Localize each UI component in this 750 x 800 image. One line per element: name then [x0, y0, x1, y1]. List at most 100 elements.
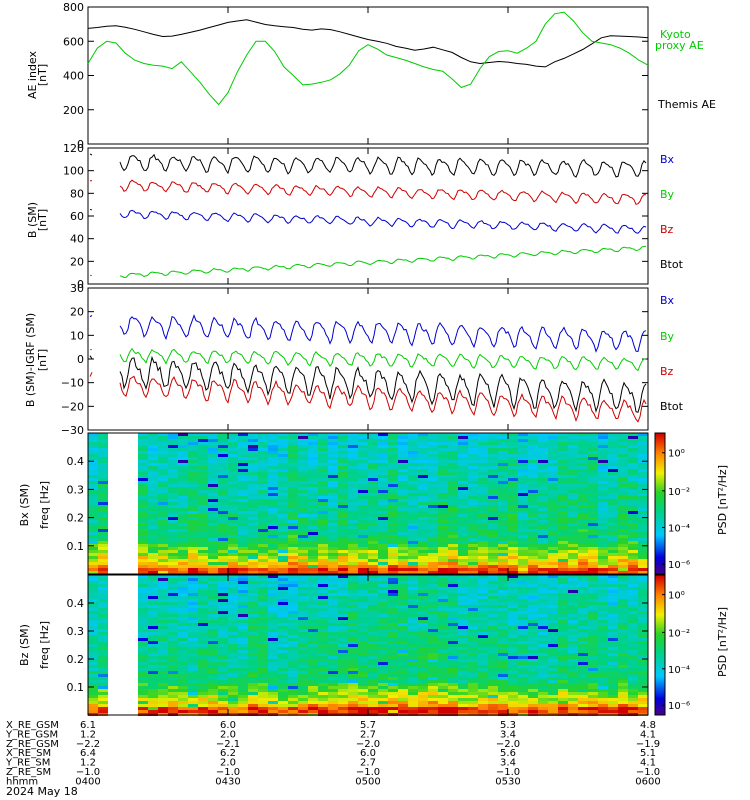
bz-spec-cell: [318, 707, 328, 710]
bx-colorbar-band: [655, 526, 665, 528]
bz-spec-cell: [258, 605, 268, 608]
bx-colorbar-band: [655, 557, 665, 559]
bx-spec-cell: [378, 526, 388, 529]
bx-spec-cell: [348, 472, 358, 475]
bz-spec-cell: [568, 668, 578, 671]
bz-spec-cell: [418, 677, 428, 680]
bz-spec-cell: [468, 584, 478, 587]
bx-spec-cell: [208, 493, 218, 496]
bz-spec-cell: [518, 584, 528, 587]
bz-spec-cell: [588, 611, 598, 614]
bx-spec-cell: [88, 505, 98, 508]
bx-spec-cell: [268, 514, 278, 517]
bx-spec-cell: [568, 457, 578, 460]
bx-spec-cell: [578, 469, 588, 472]
bx-spec-cell: [178, 442, 188, 445]
bz-spec-cell: [358, 584, 368, 587]
bz-spec-cell: [158, 620, 168, 623]
bz-spec-cell: [538, 602, 548, 605]
bx-spec-cell: [438, 508, 448, 511]
bx-spec-cell: [238, 538, 248, 541]
bx-spec-cell: [538, 478, 548, 481]
bz-spec-cell: [278, 602, 288, 605]
bz-spec-cell: [578, 707, 588, 710]
bz-spec-cell: [428, 581, 438, 584]
bx-spec-cell: [608, 562, 618, 565]
bx-colorbar-band: [655, 443, 665, 445]
bx-spec-cell: [578, 568, 588, 571]
bx-spec-cell: [618, 436, 628, 439]
bx-spec-cell: [468, 505, 478, 508]
bx-spec-cell: [578, 571, 588, 574]
bz-spec-cell: [298, 581, 308, 584]
bz-spec-cell: [558, 662, 568, 665]
bx-spec-cell: [508, 454, 518, 457]
bz-spec-cell: [338, 638, 348, 641]
bx-spec-cell: [478, 472, 488, 475]
bz-spec-cell: [318, 698, 328, 701]
bx-spec-cell: [238, 568, 248, 571]
bz-spec-cell: [148, 680, 158, 683]
bz-spec-cell: [338, 710, 348, 713]
bz-spec-cell: [198, 626, 208, 629]
bx-spec-cell: [498, 571, 508, 574]
bz-spec-cell: [148, 626, 158, 629]
bz-spec-cell: [558, 611, 568, 614]
bx-spec-cell: [98, 523, 108, 526]
bz-spec-cell: [268, 629, 278, 632]
bz-spec-cell: [258, 647, 268, 650]
bx-spec-cell: [248, 463, 258, 466]
bx-spec-cell: [328, 556, 338, 559]
bz-spec-cell: [158, 665, 168, 668]
bz-spec-cell: [288, 620, 298, 623]
bx-spec-cell: [268, 472, 278, 475]
bx-spec-cell: [408, 532, 418, 535]
bx-spec-cell: [508, 547, 518, 550]
bx-spec-cell: [588, 559, 598, 562]
bx-spec-cell: [288, 550, 298, 553]
bz-spec-cell: [558, 707, 568, 710]
bx-spec-cell: [158, 478, 168, 481]
bx-spec-cell: [608, 547, 618, 550]
bx-spec-cell: [398, 571, 408, 574]
bx-spec-cell: [298, 499, 308, 502]
bx-spec-cell: [578, 439, 588, 442]
bx-spec-cell: [538, 505, 548, 508]
bx-spec-cell: [638, 550, 648, 553]
bz-spec-cell: [558, 578, 568, 581]
bx-spec-cell: [518, 523, 528, 526]
bz-spec-cell: [168, 626, 178, 629]
bz-spec-cell: [168, 707, 178, 710]
bx-spec-cell: [588, 493, 598, 496]
bz-spec-cell: [258, 623, 268, 626]
bx-spec-cell: [98, 436, 108, 439]
bz-spec-cell: [468, 629, 478, 632]
bx-spec-cell: [638, 439, 648, 442]
bx-spec-cell: [288, 487, 298, 490]
bx-spec-cell: [308, 526, 318, 529]
bx-spec-cell: [418, 445, 428, 448]
bx-spec-cell: [178, 523, 188, 526]
bx-spec-cell: [258, 439, 268, 442]
bz-spec-cell: [158, 575, 168, 578]
bx-spec-cell: [578, 508, 588, 511]
bx-spec-cell: [558, 469, 568, 472]
bz-spec-cell: [98, 575, 108, 578]
bx-spec-cell: [268, 481, 278, 484]
bz-spec-cell: [248, 641, 258, 644]
bz-spec-cell: [168, 644, 178, 647]
bz-spec-cell: [228, 578, 238, 581]
bx-spec-cell: [428, 526, 438, 529]
bz-spec-cell: [528, 617, 538, 620]
bx-spec-cell: [358, 484, 368, 487]
bx-spec-cell: [238, 511, 248, 514]
bx-spec-cell: [558, 499, 568, 502]
bz-spec-cell: [348, 653, 358, 656]
bz-spec-cell: [298, 620, 308, 623]
bx-spec-cell: [628, 475, 638, 478]
bz-spec-cell: [438, 629, 448, 632]
bx-spec-cell: [248, 517, 258, 520]
bx-spec-cell: [98, 496, 108, 499]
bx-spec-cell: [258, 487, 268, 490]
bz-spec-cell: [378, 581, 388, 584]
